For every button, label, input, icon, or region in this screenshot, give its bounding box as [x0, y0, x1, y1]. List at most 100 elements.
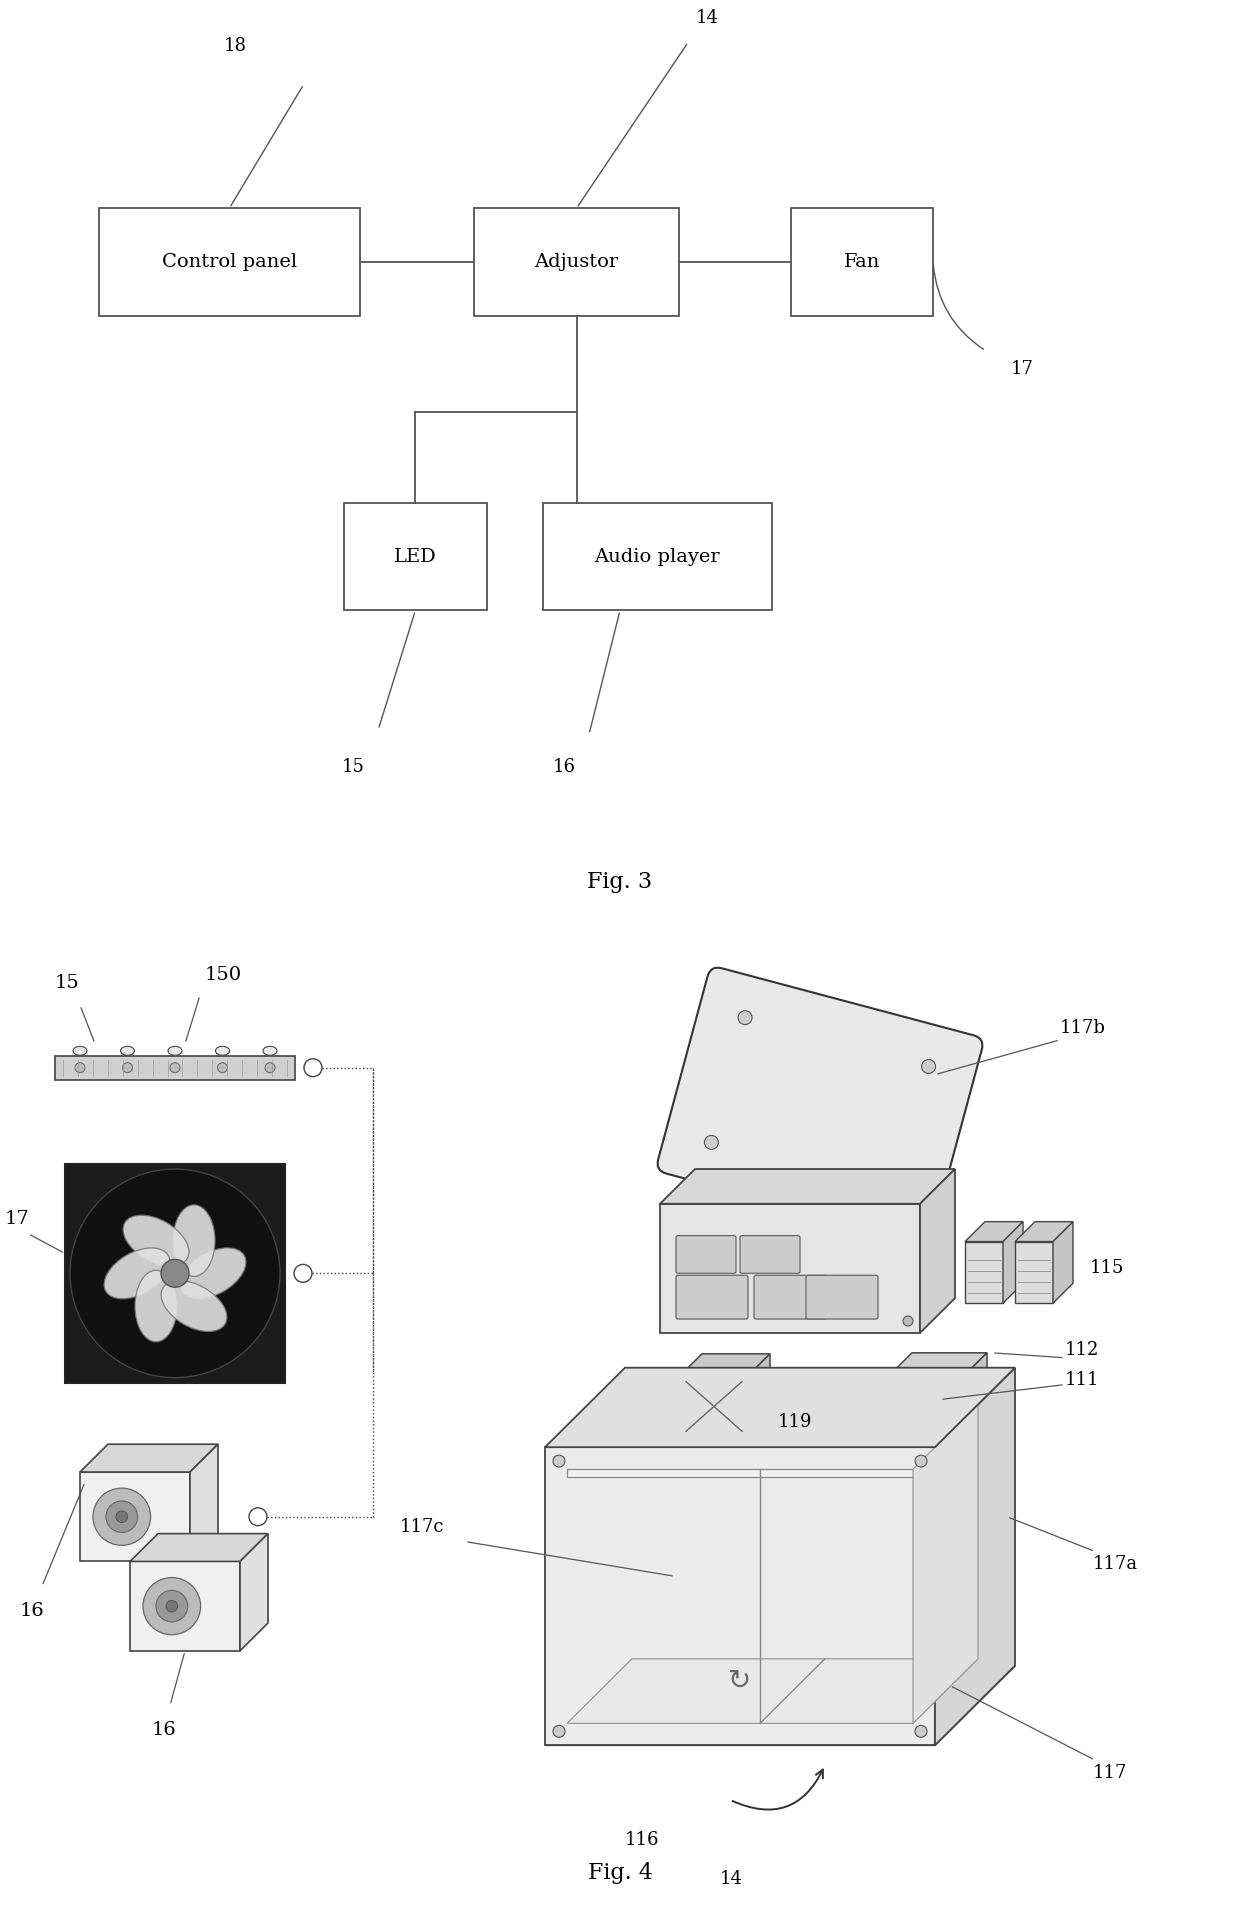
Polygon shape: [935, 1368, 1016, 1746]
Ellipse shape: [73, 1046, 87, 1055]
Polygon shape: [660, 1169, 955, 1204]
Ellipse shape: [180, 1248, 246, 1298]
Text: 117a: 117a: [1092, 1555, 1138, 1574]
FancyBboxPatch shape: [543, 503, 771, 610]
Ellipse shape: [104, 1248, 170, 1298]
Text: 116: 116: [625, 1831, 660, 1848]
Polygon shape: [190, 1445, 218, 1561]
Polygon shape: [965, 1242, 1003, 1304]
Ellipse shape: [120, 1046, 134, 1055]
Polygon shape: [680, 1375, 748, 1437]
Ellipse shape: [123, 1215, 188, 1265]
Circle shape: [553, 1454, 565, 1468]
Text: 16: 16: [553, 758, 575, 775]
FancyBboxPatch shape: [474, 208, 680, 316]
Text: ↻: ↻: [728, 1667, 751, 1696]
Text: 112: 112: [1065, 1341, 1100, 1358]
FancyBboxPatch shape: [754, 1275, 826, 1319]
Polygon shape: [241, 1534, 268, 1651]
FancyArrowPatch shape: [733, 1769, 823, 1809]
FancyBboxPatch shape: [806, 1275, 878, 1319]
Circle shape: [915, 1454, 928, 1468]
Text: Fan: Fan: [843, 253, 880, 270]
Circle shape: [166, 1601, 177, 1613]
Text: 115: 115: [1090, 1260, 1125, 1277]
Circle shape: [123, 1063, 133, 1073]
Text: 14: 14: [696, 10, 718, 27]
FancyBboxPatch shape: [676, 1236, 737, 1273]
Polygon shape: [81, 1445, 218, 1472]
Circle shape: [265, 1063, 275, 1073]
Circle shape: [69, 1169, 280, 1377]
Text: 117b: 117b: [1060, 1019, 1106, 1038]
Polygon shape: [748, 1354, 770, 1437]
Text: 150: 150: [205, 966, 242, 984]
Text: Audio player: Audio player: [594, 548, 720, 565]
FancyBboxPatch shape: [64, 1163, 285, 1383]
Polygon shape: [1003, 1221, 1023, 1304]
Polygon shape: [1016, 1242, 1053, 1304]
Circle shape: [161, 1260, 188, 1287]
Polygon shape: [965, 1221, 1023, 1242]
Polygon shape: [130, 1534, 268, 1561]
Polygon shape: [567, 1470, 913, 1478]
Text: 15: 15: [55, 974, 79, 992]
Circle shape: [738, 1011, 753, 1024]
Circle shape: [117, 1510, 128, 1522]
Circle shape: [921, 1059, 936, 1073]
Polygon shape: [965, 1352, 987, 1422]
Text: 18: 18: [224, 37, 247, 56]
FancyBboxPatch shape: [657, 968, 982, 1240]
Ellipse shape: [174, 1206, 215, 1277]
FancyBboxPatch shape: [740, 1236, 800, 1273]
Circle shape: [704, 1136, 718, 1150]
Text: 16: 16: [153, 1721, 177, 1740]
Polygon shape: [546, 1667, 1016, 1746]
Polygon shape: [546, 1368, 1016, 1447]
Polygon shape: [920, 1169, 955, 1333]
Polygon shape: [913, 1404, 978, 1723]
FancyBboxPatch shape: [99, 208, 360, 316]
FancyBboxPatch shape: [820, 1408, 920, 1443]
Text: 16: 16: [20, 1603, 45, 1620]
Circle shape: [304, 1059, 322, 1076]
Polygon shape: [130, 1561, 241, 1651]
FancyBboxPatch shape: [345, 503, 486, 610]
Polygon shape: [1053, 1221, 1073, 1304]
Text: Adjustor: Adjustor: [534, 253, 619, 270]
Text: 111: 111: [1065, 1372, 1100, 1389]
Polygon shape: [820, 1393, 935, 1408]
Ellipse shape: [216, 1046, 229, 1055]
Polygon shape: [546, 1447, 935, 1746]
Ellipse shape: [135, 1271, 177, 1343]
FancyBboxPatch shape: [55, 1055, 295, 1080]
Polygon shape: [680, 1354, 770, 1375]
Polygon shape: [890, 1352, 987, 1375]
Text: 119: 119: [777, 1414, 812, 1431]
Text: 14: 14: [720, 1871, 743, 1888]
Polygon shape: [81, 1472, 190, 1561]
Circle shape: [105, 1501, 138, 1532]
Circle shape: [143, 1578, 201, 1634]
Circle shape: [217, 1063, 227, 1073]
Circle shape: [915, 1725, 928, 1738]
Circle shape: [249, 1508, 267, 1526]
Circle shape: [888, 1184, 901, 1198]
Circle shape: [156, 1589, 187, 1622]
Ellipse shape: [263, 1046, 277, 1055]
Circle shape: [170, 1063, 180, 1073]
Text: 17: 17: [5, 1209, 30, 1227]
Polygon shape: [567, 1659, 978, 1723]
Circle shape: [74, 1063, 86, 1073]
Text: 117c: 117c: [401, 1518, 444, 1535]
Ellipse shape: [167, 1046, 182, 1055]
Polygon shape: [1016, 1221, 1073, 1242]
Ellipse shape: [161, 1281, 227, 1331]
Polygon shape: [890, 1375, 965, 1422]
Polygon shape: [660, 1204, 920, 1333]
Circle shape: [903, 1316, 913, 1325]
Text: Fig. 3: Fig. 3: [588, 872, 652, 893]
FancyBboxPatch shape: [676, 1275, 748, 1319]
Circle shape: [294, 1263, 312, 1283]
Circle shape: [93, 1487, 150, 1545]
